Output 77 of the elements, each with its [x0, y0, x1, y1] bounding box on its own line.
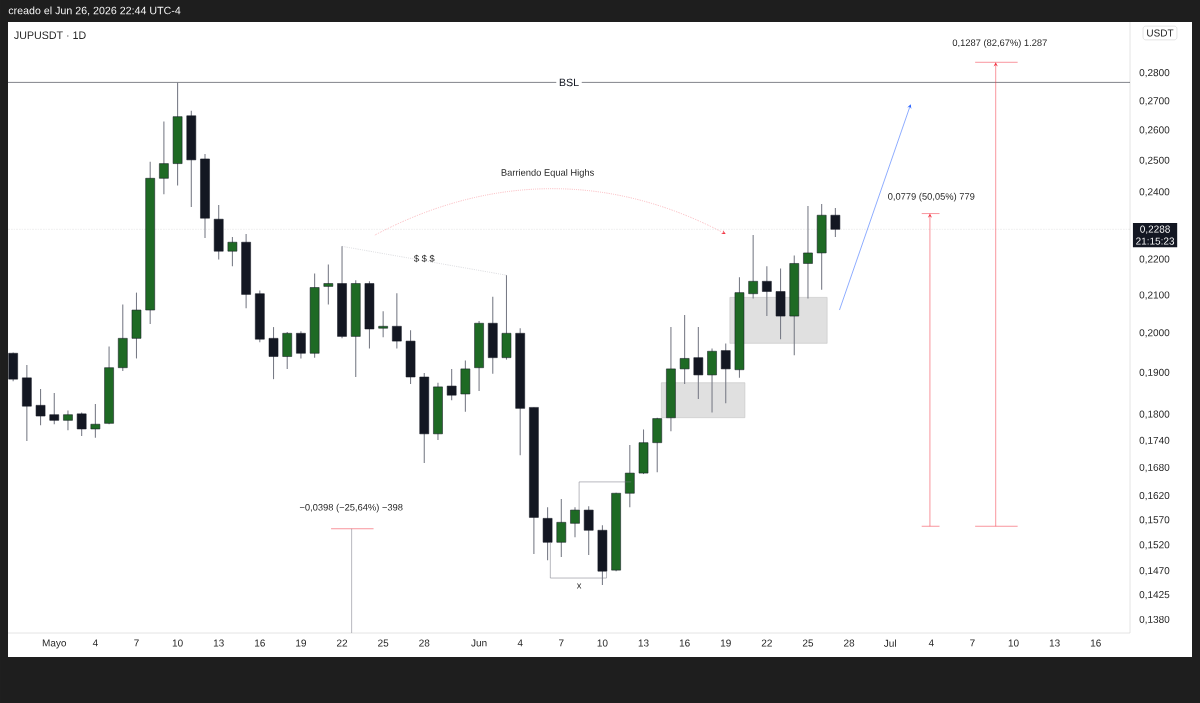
- candlestick: [282, 331, 293, 370]
- annotation: 0,1287 (82,67%) 1.287: [952, 39, 1047, 48]
- x-tick-label: 7: [559, 639, 564, 647]
- annotation: Barriendo Equal Highs: [501, 168, 594, 178]
- x-tick-label: 28: [419, 639, 430, 647]
- x-tick-label: 16: [679, 639, 690, 647]
- x-tick-label: 4: [92, 639, 98, 647]
- candlestick: [556, 498, 567, 558]
- x-tick-label: Jun: [471, 639, 487, 647]
- candlestick: [392, 292, 402, 350]
- ref-line-label: BSL: [559, 78, 579, 87]
- y-tick-label: 0,2400: [1139, 188, 1170, 197]
- candlestick: [446, 368, 457, 401]
- x-tick-label: 13: [1049, 639, 1060, 647]
- x-tick-label: Mayo: [42, 639, 67, 649]
- x-tick-label: 13: [213, 639, 224, 647]
- x-tick-label: 25: [378, 639, 389, 647]
- y-tick-label: 0,2800: [1139, 69, 1170, 78]
- x-tick-label: 7: [970, 639, 975, 647]
- y-tick-label: 0,2000: [1139, 329, 1170, 338]
- candlestick: [693, 326, 704, 400]
- x-tick-label: 22: [761, 639, 772, 647]
- y-tick-label: 0,1470: [1139, 567, 1170, 576]
- x-tick-label: 10: [1008, 639, 1019, 647]
- candlestick: [762, 265, 772, 317]
- text: 21:15:23: [1136, 237, 1175, 245]
- x-tick-label: 25: [802, 639, 814, 647]
- x-tick-label: 4: [517, 639, 523, 647]
- candlestick: [90, 403, 101, 439]
- x-tick-label: Jul: [883, 639, 896, 647]
- y-tick-label: 0,1680: [1139, 463, 1170, 473]
- candlestick: [63, 409, 73, 431]
- y-tick-label: 0,1570: [1139, 516, 1170, 525]
- candlestick: [35, 388, 46, 426]
- y-tick-label: 0,2500: [1139, 156, 1170, 165]
- text: JUPUSDT · 1D: [14, 31, 86, 39]
- candlestick: [583, 505, 594, 556]
- candlestick: [720, 342, 731, 404]
- x-tick-label: 19: [296, 639, 307, 647]
- candlestick: [159, 121, 169, 195]
- candlestick: [268, 326, 279, 380]
- y-axis-title: USDT: [1147, 29, 1174, 37]
- candlestick: [378, 310, 388, 338]
- y-tick-label: 0,1520: [1139, 541, 1170, 550]
- annotation: x: [576, 583, 582, 589]
- candlestick: [296, 330, 306, 359]
- y-tick-label: 0,2100: [1139, 291, 1170, 300]
- candlestick: [748, 234, 758, 300]
- x-tick-label: 4: [928, 639, 934, 647]
- ref-line-label: 0,2288: [1140, 225, 1170, 234]
- candlestick: [323, 263, 334, 305]
- candlestick: [227, 236, 238, 267]
- y-tick-label: 0,2600: [1139, 126, 1170, 135]
- x-tick-label: 19: [720, 639, 731, 647]
- y-tick-label: 0,2200: [1139, 255, 1170, 264]
- x-tick-label: 7: [134, 639, 139, 647]
- x-tick-label: 10: [172, 639, 183, 647]
- y-tick-label: 0,1800: [1139, 410, 1170, 419]
- y-tick-label: 0,1620: [1139, 491, 1170, 501]
- y-tick-label: 0,2700: [1139, 97, 1170, 106]
- annotation: −0,0398 (−25,64%) −398: [299, 503, 403, 513]
- y-tick-label: 0,1900: [1139, 368, 1170, 378]
- x-tick-label: 10: [597, 639, 608, 647]
- y-tick-label: 0,1380: [1139, 615, 1170, 625]
- candlestick: [679, 314, 690, 385]
- y-tick-label: 0,1740: [1139, 436, 1170, 446]
- annotation: $ $ $: [413, 254, 435, 263]
- candlestick: [49, 392, 60, 425]
- x-tick-label: 22: [336, 639, 348, 647]
- x-tick-label: 16: [1090, 639, 1101, 647]
- x-tick-label: 28: [844, 639, 855, 647]
- annotation: 0,0779 (50,05%) 779: [888, 192, 975, 202]
- x-tick-label: 13: [638, 639, 649, 647]
- y-tick-label: 0,1425: [1139, 591, 1170, 600]
- x-tick-label: 16: [255, 639, 265, 647]
- candlestick: [707, 347, 717, 414]
- chart-subtitle: creado el Jun 26, 2026 22:44 UTC-4: [8, 6, 181, 16]
